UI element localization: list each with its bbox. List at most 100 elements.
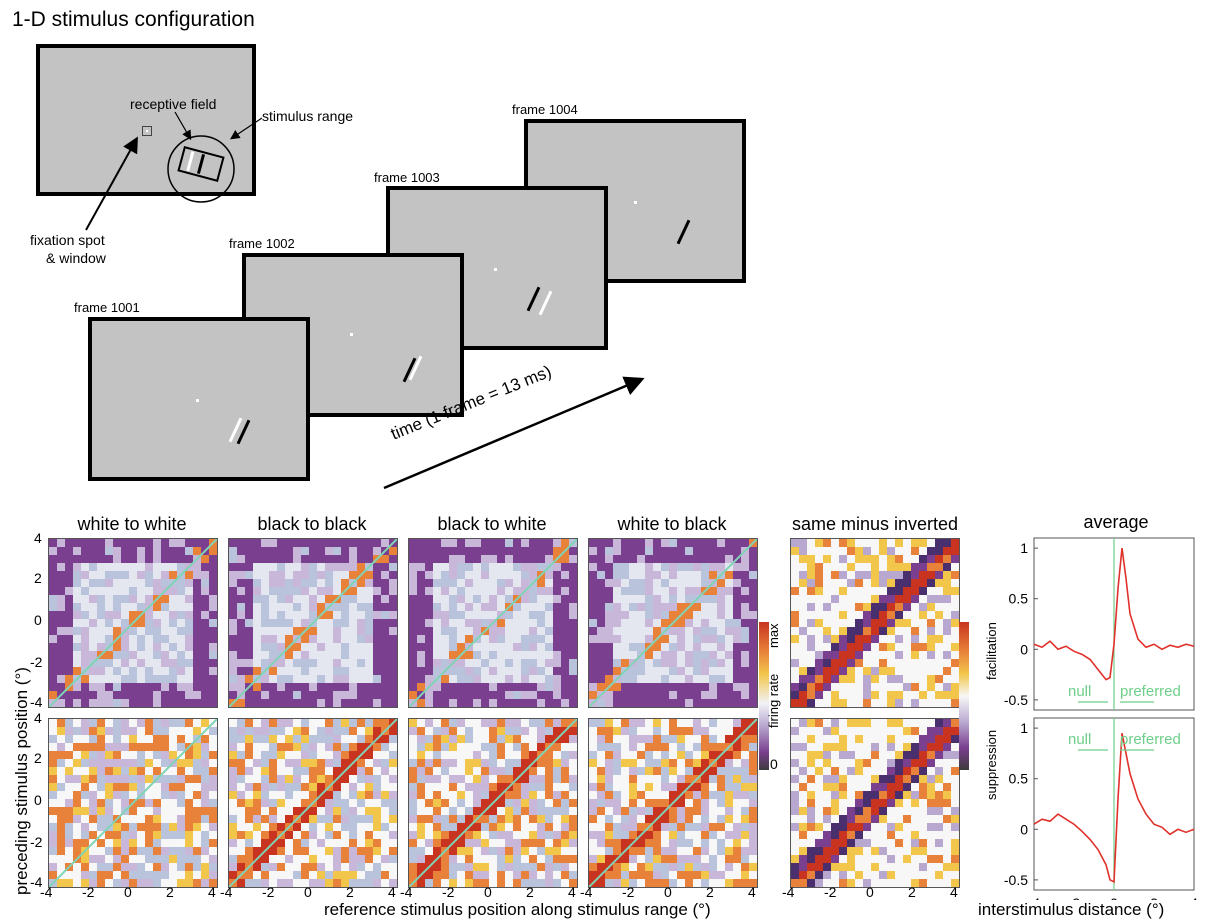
frame-1003-label: frame 1003 <box>374 170 440 185</box>
x-tick: -4 <box>580 884 593 900</box>
avg-y-tick: -0.5 <box>1004 692 1028 708</box>
avg-y-tick: 0 <box>1020 821 1028 837</box>
frame-1001-label: frame 1001 <box>74 300 140 315</box>
y-tick-bot-0: 0 <box>34 792 42 808</box>
response-map-r0-c1 <box>228 538 398 708</box>
col-title-white-to-black: white to black <box>617 514 727 534</box>
diagonal-line <box>589 539 757 707</box>
x-tick: 4 <box>568 884 576 900</box>
colorbar-zero: 0 <box>770 756 778 772</box>
y-tick-top-2: 2 <box>34 570 42 586</box>
response-map-r1-c4 <box>790 718 960 888</box>
y-tick-bot-4: 4 <box>34 710 42 726</box>
diagonal-line <box>49 719 217 887</box>
y-tick-top-m4: -4 <box>30 694 43 710</box>
fixation-window <box>142 126 152 136</box>
x-tick: -2 <box>622 884 635 900</box>
y-tick-bot-m4: -4 <box>30 874 43 890</box>
colorbar-firing-label: firing rate <box>766 673 781 728</box>
preferred-label: preferred <box>1120 683 1181 700</box>
response-map-r1-c1 <box>228 718 398 888</box>
stimulus-range-label: stimulus range <box>262 108 354 124</box>
x-tick: 4 <box>388 884 396 900</box>
figure-title: 1-D stimulus configuration <box>12 8 255 31</box>
frame-1004-label: frame 1004 <box>512 102 578 117</box>
diagonal-line <box>229 539 397 707</box>
avg-y-tick: 1 <box>1020 720 1028 736</box>
diagonal-line <box>409 719 577 887</box>
x-tick: 0 <box>484 884 492 900</box>
schematic-arrows <box>85 111 645 490</box>
response-map-r1-c2 <box>408 718 578 888</box>
x-tick: 2 <box>526 884 534 900</box>
x-tick: 2 <box>166 884 174 900</box>
y-tick-top-0: 0 <box>34 612 42 628</box>
average-title: average <box>1083 512 1149 532</box>
x-tick: 4 <box>208 884 216 900</box>
x-tick: 4 <box>950 884 958 900</box>
y-axis-label: preceding stimulus position (°) <box>12 667 31 895</box>
col-title-black-to-black: black to black <box>257 514 367 534</box>
schematic-monitor <box>36 44 256 203</box>
response-map-r0-c4 <box>790 538 960 708</box>
time-arrow <box>383 376 645 490</box>
fixation-label-2: & window <box>46 250 106 266</box>
x-tick: 0 <box>124 884 132 900</box>
avg-x-tick: 2 <box>1150 895 1158 900</box>
average-line <box>1033 733 1195 884</box>
x-tick: 4 <box>748 884 756 900</box>
x-tick: -4 <box>400 884 413 900</box>
diagonal-line <box>229 719 397 887</box>
response-map-r1-c3 <box>588 718 758 888</box>
receptive-field-arrow <box>174 111 192 141</box>
x-tick: 0 <box>664 884 672 900</box>
x-tick: 0 <box>304 884 312 900</box>
diagonal-line <box>49 539 217 707</box>
response-map-r0-c2 <box>408 538 578 708</box>
y-tick-bot-m2: -2 <box>30 834 43 850</box>
colorbar-max: max <box>766 623 781 648</box>
response-map-r0-c0 <box>48 538 218 708</box>
x-tick: -2 <box>824 884 837 900</box>
response-map-r1-c0 <box>48 718 218 888</box>
avg-x-tick: 4 <box>1190 895 1198 900</box>
y-tick-top-m2: -2 <box>30 654 43 670</box>
frame-1001 <box>88 317 310 481</box>
avg-x-axis-label: interstimulus distance (°) <box>978 900 1165 919</box>
avg-x-tick: -2 <box>1068 895 1081 900</box>
x-tick: -2 <box>442 884 455 900</box>
x-tick: -2 <box>262 884 275 900</box>
avg-y-tick: 0.5 <box>1009 771 1029 787</box>
x-tick: 2 <box>346 884 354 900</box>
diagonal-line <box>409 539 577 707</box>
null-label: null <box>1068 683 1091 700</box>
avg-y-tick: -0.5 <box>1004 872 1028 888</box>
frame-1002-label: frame 1002 <box>229 236 295 251</box>
firing-rate-colorbar <box>759 622 769 770</box>
x-tick: -4 <box>40 884 53 900</box>
y-tick-bot-2: 2 <box>34 750 42 766</box>
average-line <box>1033 548 1195 681</box>
avg-x-tick: 0 <box>1110 895 1118 900</box>
avg-y-tick: 0 <box>1020 641 1028 657</box>
col-title-black-to-white: black to white <box>437 514 547 534</box>
x-tick: -4 <box>220 884 233 900</box>
difference-colorbar <box>959 622 969 770</box>
x-tick: -4 <box>782 884 795 900</box>
x-tick: 2 <box>706 884 714 900</box>
fixation-label-1: fixation spot <box>30 232 105 248</box>
fixation-arrow <box>85 136 138 231</box>
avg-y-tick: 1 <box>1020 540 1028 556</box>
x-tick: 0 <box>866 884 874 900</box>
x-tick: -2 <box>82 884 95 900</box>
col-title-white-to-white: white to white <box>77 514 187 534</box>
average-plots: 1 0.5 0 -0.5 null preferred 1 0.5 0 -0.5 null prefe… <box>1004 537 1198 900</box>
diagonal-line <box>589 719 757 887</box>
receptive-field-label: receptive field <box>130 96 217 112</box>
stimulus-range-arrow <box>230 117 263 140</box>
x-axis-label: reference stimulus position along stimul… <box>324 900 711 919</box>
null-label: null <box>1068 731 1091 748</box>
avg-x-tick: -4 <box>1028 895 1041 900</box>
preferred-label: preferred <box>1120 731 1181 748</box>
receptive-field-diagram <box>167 135 235 203</box>
